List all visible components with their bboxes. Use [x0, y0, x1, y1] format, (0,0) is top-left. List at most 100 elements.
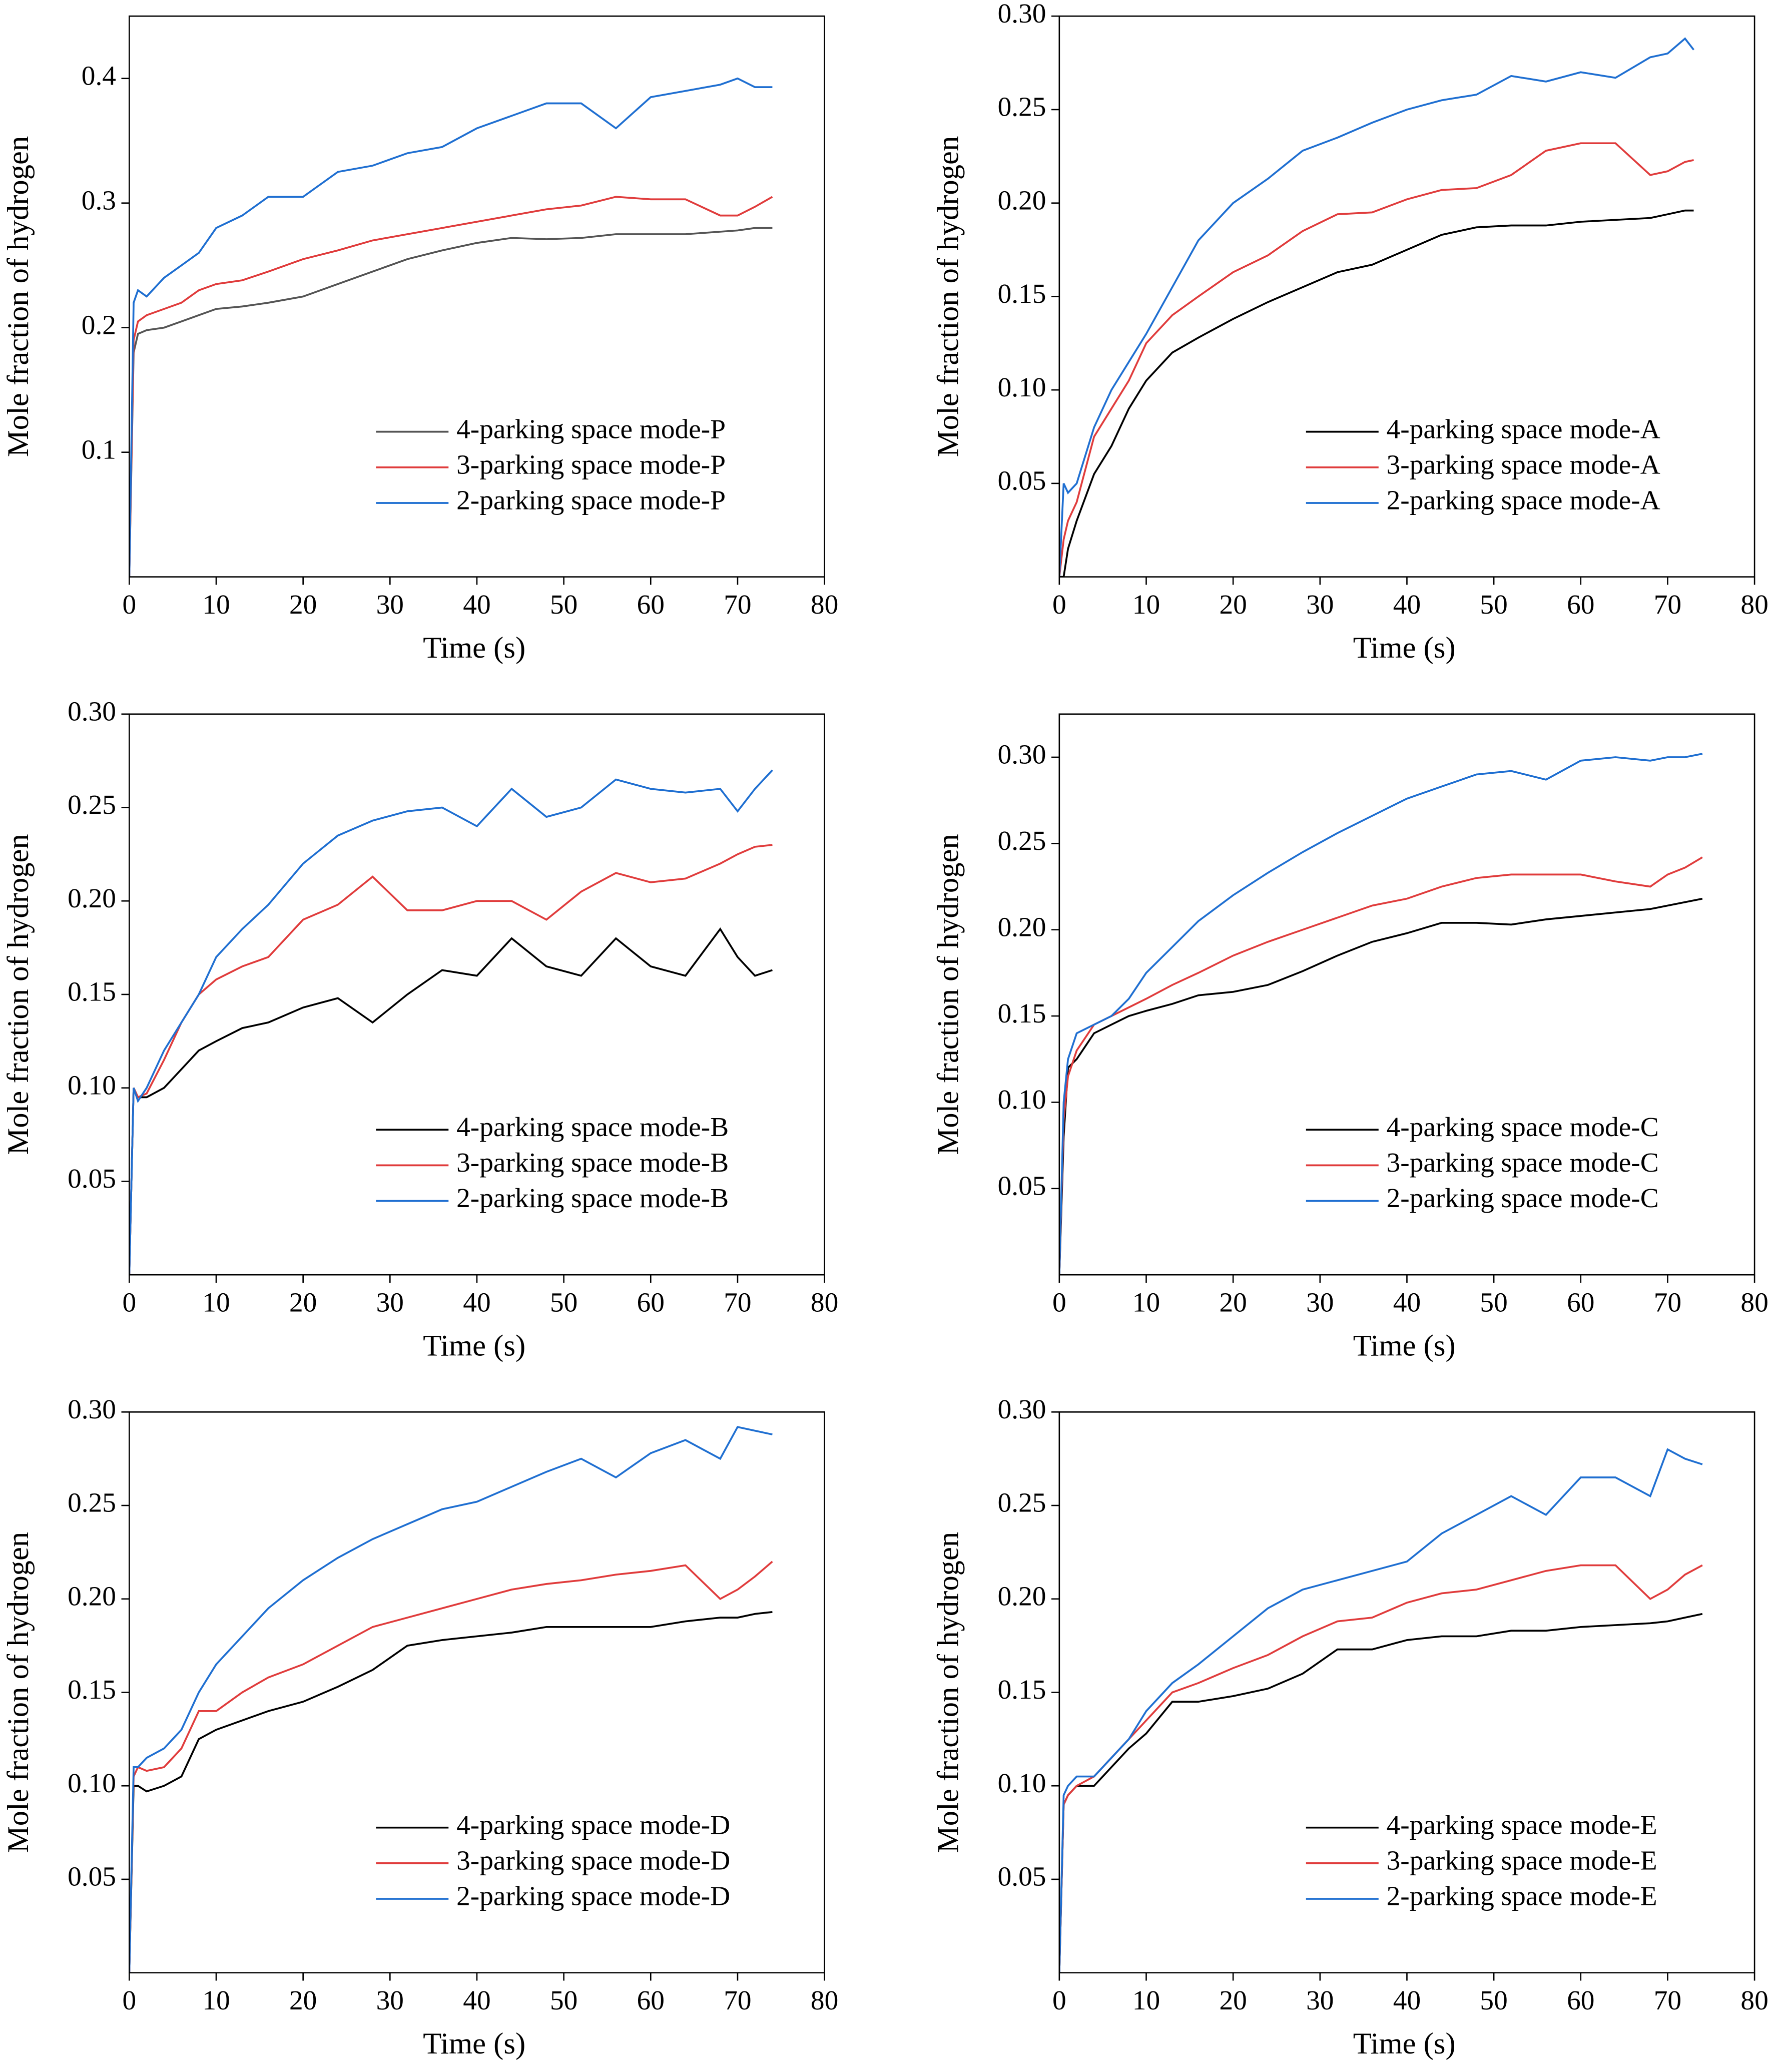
- y-tick-label: 0.30: [998, 739, 1046, 770]
- legend-label: 4-parking space mode-P: [456, 413, 726, 444]
- data-line: [1059, 209, 1694, 577]
- x-tick-label: 70: [1654, 1287, 1681, 1317]
- x-tick-label: 70: [724, 1287, 751, 1317]
- y-tick-label: 0.10: [998, 372, 1046, 402]
- panel: 0 10 20 30 40 50 60 70 80 0.05 0.10 0.15 0.20 0.25 0.3…: [932, 713, 1768, 1363]
- y-tick-label: 0.10: [998, 1084, 1046, 1115]
- data-line: [129, 844, 773, 1275]
- legend-label: 2-parking space mode-C: [1387, 1183, 1659, 1213]
- legend-label: 3-parking space mode-E: [1387, 1845, 1657, 1876]
- x-tick-label: 30: [376, 1985, 404, 2015]
- y-tick-label: 0.10: [68, 1768, 116, 1798]
- data-line: [1059, 1448, 1703, 1973]
- x-axis-title: Time (s): [423, 1329, 525, 1363]
- y-tick-label: 0.3: [82, 185, 116, 215]
- x-tick-label: 20: [1219, 589, 1247, 620]
- y-tick-label: 0.15: [998, 1674, 1046, 1705]
- y-tick-label: 0.10: [998, 1768, 1046, 1798]
- x-tick-label: 50: [1480, 589, 1507, 620]
- x-axis-title: Time (s): [423, 2027, 525, 2060]
- x-tick-label: 30: [1306, 589, 1334, 620]
- y-tick-label: 0.15: [68, 976, 116, 1007]
- y-tick-label: 0.20: [68, 1581, 116, 1611]
- x-tick-label: 60: [1567, 1985, 1594, 2015]
- x-tick-label: 80: [1740, 1985, 1768, 2015]
- y-tick-label: 0.25: [998, 1487, 1046, 1518]
- legend-label: 4-parking space mode-E: [1387, 1809, 1657, 1840]
- x-tick-label: 40: [1393, 1985, 1421, 2015]
- x-tick-label: 60: [637, 1287, 665, 1317]
- y-tick-label: 0.30: [998, 0, 1046, 29]
- y-tick-label: 0.15: [998, 278, 1046, 309]
- x-tick-label: 80: [1740, 589, 1768, 620]
- legend-label: 4-parking space mode-C: [1387, 1112, 1659, 1142]
- data-line: [129, 196, 773, 577]
- x-tick-label: 0: [123, 589, 137, 620]
- x-tick-label: 80: [1740, 1287, 1768, 1317]
- x-tick-label: 50: [550, 1287, 577, 1317]
- x-tick-label: 10: [1132, 589, 1160, 620]
- y-tick-label: 0.25: [68, 1487, 116, 1518]
- x-tick-label: 80: [811, 1985, 838, 2015]
- x-tick-label: 10: [202, 1287, 230, 1317]
- x-tick-label: 70: [724, 589, 751, 620]
- data-line: [1059, 37, 1694, 577]
- y-tick-label: 0.30: [68, 696, 116, 726]
- panel: 0 10 20 30 40 50 60 70 80 0.05 0.10 0.15 0.20 0.25 0.3…: [932, 0, 1768, 665]
- x-tick-label: 0: [1052, 589, 1066, 620]
- x-tick-label: 30: [1306, 1985, 1334, 2015]
- x-tick-label: 20: [1219, 1287, 1247, 1317]
- legend-label: 2-parking space mode-P: [456, 485, 726, 515]
- x-tick-label: 0: [1052, 1985, 1066, 2015]
- x-tick-label: 60: [1567, 589, 1594, 620]
- y-tick-label: 0.4: [82, 60, 116, 91]
- legend-label: 2-parking space mode-E: [1387, 1881, 1657, 1911]
- y-tick-label: 0.30: [998, 1394, 1046, 1424]
- data-line: [129, 1426, 773, 1973]
- x-tick-label: 10: [202, 589, 230, 620]
- x-tick-label: 30: [376, 1287, 404, 1317]
- data-line: [129, 77, 773, 577]
- x-tick-label: 40: [463, 1985, 490, 2015]
- y-tick-label: 0.20: [998, 185, 1046, 215]
- legend-label: 3-parking space mode-C: [1387, 1147, 1659, 1178]
- panel: 0 10 20 30 40 50 60 70 80 0.05 0.10 0.15 0.20 0.25 0.3…: [2, 696, 838, 1362]
- legend-label: 2-parking space mode-A: [1387, 485, 1660, 515]
- x-tick-label: 60: [637, 1985, 665, 2015]
- y-tick-label: 0.05: [998, 1861, 1046, 1892]
- data-line: [1059, 897, 1703, 1275]
- x-tick-label: 30: [376, 589, 404, 620]
- x-tick-label: 20: [289, 589, 317, 620]
- x-tick-label: 0: [123, 1985, 137, 2015]
- y-tick-label: 0.1: [82, 434, 116, 464]
- y-tick-label: 0.05: [998, 465, 1046, 496]
- legend-label: 2-parking space mode-D: [456, 1881, 730, 1911]
- x-tick-label: 60: [637, 589, 665, 620]
- y-tick-label: 0.25: [998, 92, 1046, 122]
- x-axis-title: Time (s): [1353, 1329, 1456, 1363]
- legend-label: 3-parking space mode-B: [456, 1147, 729, 1178]
- x-axis-title: Time (s): [1353, 2027, 1456, 2060]
- x-tick-label: 10: [1132, 1985, 1160, 2015]
- y-tick-label: 0.25: [68, 789, 116, 820]
- y-tick-label: 0.05: [998, 1170, 1046, 1201]
- x-tick-label: 50: [550, 589, 577, 620]
- x-tick-label: 80: [811, 1287, 838, 1317]
- x-tick-label: 60: [1567, 1287, 1594, 1317]
- y-tick-label: 0.20: [68, 883, 116, 913]
- data-line: [1059, 1613, 1703, 1973]
- x-tick-label: 20: [289, 1985, 317, 2015]
- legend-label: 3-parking space mode-A: [1387, 449, 1660, 480]
- data-line: [129, 1611, 773, 1973]
- y-axis-title: Mole fraction of hydrogen: [2, 834, 35, 1155]
- y-axis-title: Mole fraction of hydrogen: [932, 136, 965, 457]
- x-tick-label: 20: [289, 1287, 317, 1317]
- y-tick-label: 0.10: [68, 1070, 116, 1100]
- x-tick-label: 10: [202, 1985, 230, 2015]
- y-tick-label: 0.15: [68, 1674, 116, 1705]
- x-tick-label: 80: [811, 589, 838, 620]
- data-line: [129, 769, 773, 1275]
- x-tick-label: 50: [1480, 1985, 1507, 2015]
